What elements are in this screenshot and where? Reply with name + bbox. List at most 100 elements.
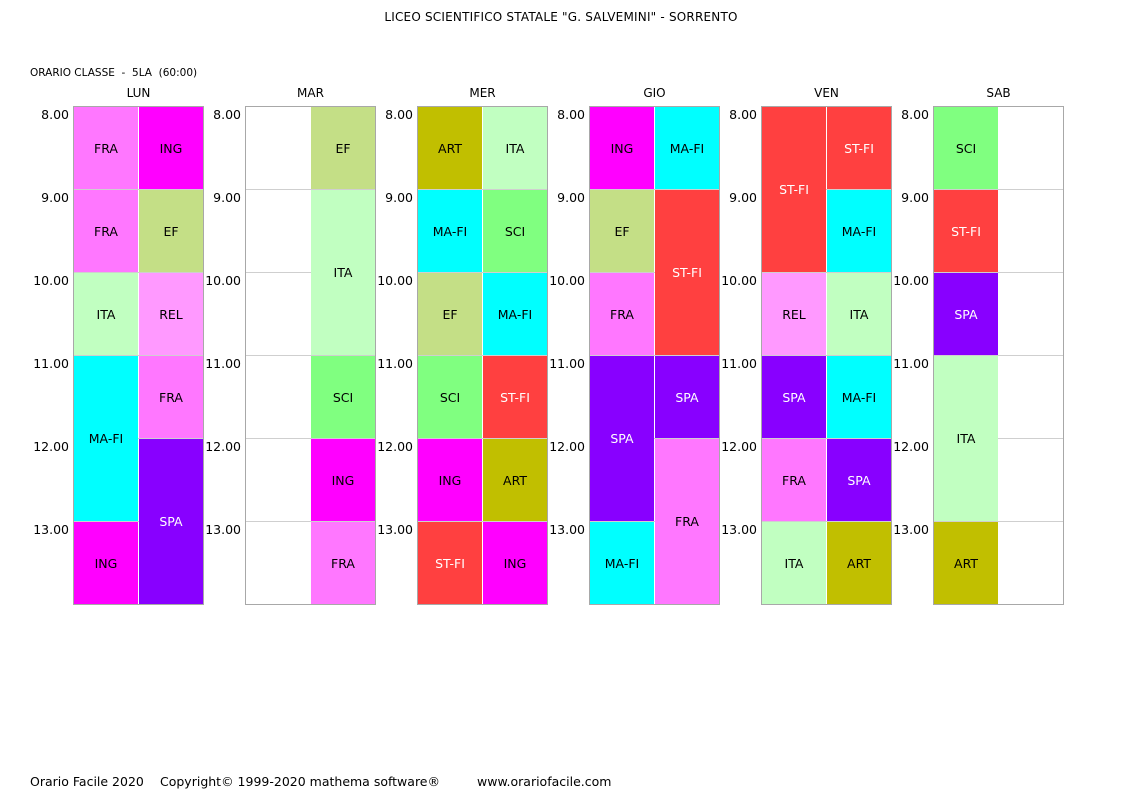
time-label: 13.00 [33, 522, 69, 537]
page-title: LICEO SCIENTIFICO STATALE "G. SALVEMINI"… [384, 10, 738, 24]
time-label: 12.00 [893, 439, 929, 454]
lesson-ita: ITA [311, 190, 375, 355]
hour-divider [74, 355, 203, 356]
hour-divider [590, 438, 719, 439]
time-label: 10.00 [205, 273, 241, 288]
time-label: 10.00 [549, 273, 585, 288]
lesson-ef: EF [139, 190, 203, 272]
lesson-ma-fi: MA-FI [418, 190, 482, 272]
time-label: 8.00 [213, 107, 241, 122]
hour-divider [246, 189, 375, 190]
hour-divider [590, 189, 719, 190]
time-label: 9.00 [557, 190, 585, 205]
footer-copyright: Copyright© 1999-2020 mathema software® [160, 774, 440, 789]
lesson-ef: EF [311, 107, 375, 189]
time-label: 9.00 [901, 190, 929, 205]
hour-divider [934, 189, 1063, 190]
lesson-st-fi: ST-FI [934, 190, 998, 272]
time-label: 12.00 [377, 439, 413, 454]
lesson-sci: SCI [934, 107, 998, 189]
hour-divider [246, 355, 375, 356]
time-label: 11.00 [33, 356, 69, 371]
time-label: 10.00 [721, 273, 757, 288]
lesson-ma-fi: MA-FI [483, 273, 547, 355]
lesson-rel: REL [139, 273, 203, 355]
time-label: 9.00 [729, 190, 757, 205]
lesson-ing: ING [418, 439, 482, 521]
time-label: 8.00 [385, 107, 413, 122]
lesson-fra: FRA [139, 356, 203, 438]
lesson-sci: SCI [418, 356, 482, 438]
lesson-ing: ING [311, 439, 375, 521]
lesson-sci: SCI [483, 190, 547, 272]
lesson-spa: SPA [139, 439, 203, 604]
time-label: 9.00 [213, 190, 241, 205]
lesson-art: ART [934, 522, 998, 604]
time-label: 9.00 [385, 190, 413, 205]
lesson-spa: SPA [827, 439, 891, 521]
hour-divider [418, 521, 547, 522]
lesson-ita: ITA [483, 107, 547, 189]
time-label: 13.00 [377, 522, 413, 537]
time-label: 11.00 [549, 356, 585, 371]
lesson-st-fi: ST-FI [483, 356, 547, 438]
lesson-st-fi: ST-FI [418, 522, 482, 604]
lesson-st-fi: ST-FI [655, 190, 719, 355]
time-label: 13.00 [549, 522, 585, 537]
lesson-fra: FRA [74, 190, 138, 272]
time-label: 11.00 [377, 356, 413, 371]
hour-divider [246, 272, 375, 273]
hour-divider [418, 438, 547, 439]
hour-divider [418, 189, 547, 190]
time-label: 8.00 [557, 107, 585, 122]
day-header-mer: MER [469, 86, 496, 100]
hour-divider [762, 438, 891, 439]
lesson-ing: ING [590, 107, 654, 189]
time-label: 12.00 [721, 439, 757, 454]
hour-divider [590, 355, 719, 356]
lesson-ma-fi: MA-FI [827, 356, 891, 438]
time-label: 8.00 [41, 107, 69, 122]
hour-divider [934, 438, 1063, 439]
lesson-rel: REL [762, 273, 826, 355]
lesson-st-fi: ST-FI [827, 107, 891, 189]
hour-divider [74, 189, 203, 190]
hour-divider [934, 272, 1063, 273]
time-label: 9.00 [41, 190, 69, 205]
lesson-sci: SCI [311, 356, 375, 438]
lesson-ma-fi: MA-FI [74, 356, 138, 521]
hour-divider [934, 521, 1063, 522]
time-label: 13.00 [721, 522, 757, 537]
hour-divider [418, 355, 547, 356]
time-label: 11.00 [893, 356, 929, 371]
lesson-ma-fi: MA-FI [590, 522, 654, 604]
hour-divider [762, 189, 891, 190]
lesson-art: ART [827, 522, 891, 604]
hour-divider [762, 272, 891, 273]
footer-website[interactable]: www.orariofacile.com [477, 774, 612, 789]
time-label: 10.00 [33, 273, 69, 288]
time-label: 13.00 [893, 522, 929, 537]
day-header-gio: GIO [643, 86, 666, 100]
lesson-ma-fi: MA-FI [827, 190, 891, 272]
lesson-fra: FRA [762, 439, 826, 521]
time-label: 12.00 [549, 439, 585, 454]
hour-divider [246, 521, 375, 522]
hour-divider [590, 272, 719, 273]
time-label: 8.00 [729, 107, 757, 122]
lesson-fra: FRA [74, 107, 138, 189]
time-label: 13.00 [205, 522, 241, 537]
lesson-spa: SPA [590, 356, 654, 521]
hour-divider [74, 438, 203, 439]
time-label: 10.00 [893, 273, 929, 288]
lesson-ita: ITA [934, 356, 998, 521]
day-header-ven: VEN [814, 86, 839, 100]
class-label: ORARIO CLASSE - 5LA (60:00) [30, 67, 198, 79]
lesson-st-fi: ST-FI [762, 107, 826, 272]
hour-divider [418, 272, 547, 273]
day-header-sab: SAB [986, 86, 1011, 100]
lesson-fra: FRA [311, 522, 375, 604]
time-label: 8.00 [901, 107, 929, 122]
day-header-lun: LUN [126, 86, 151, 100]
hour-divider [74, 521, 203, 522]
